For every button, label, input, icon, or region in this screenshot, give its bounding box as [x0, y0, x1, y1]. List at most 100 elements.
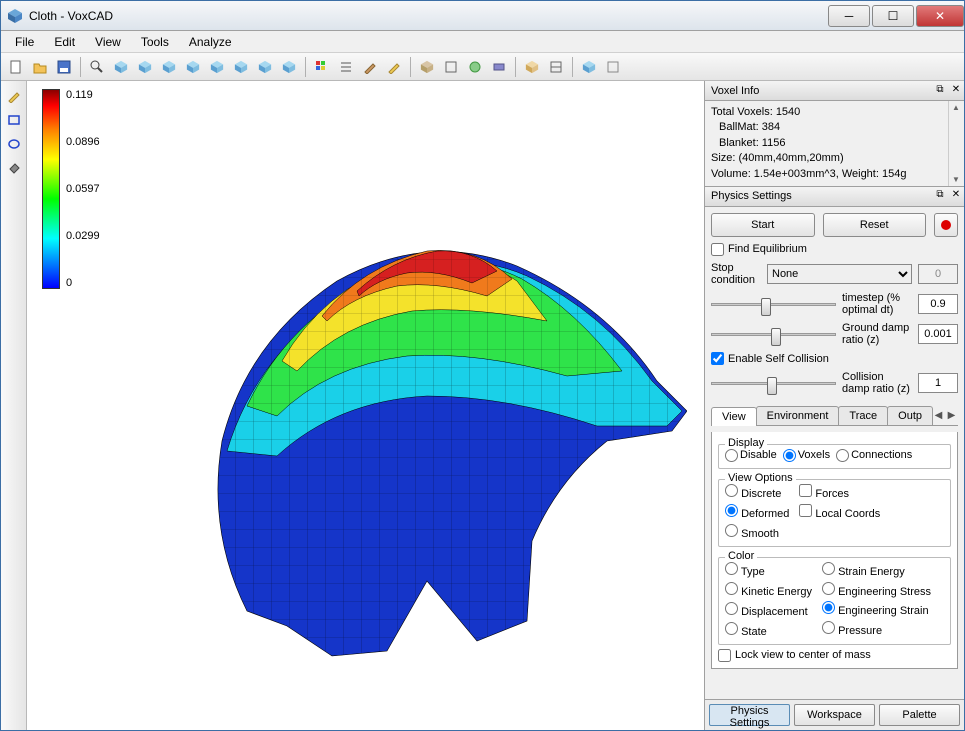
ground-damp-slider[interactable]	[711, 325, 836, 343]
color-strain-energy-radio[interactable]: Strain Energy	[822, 562, 931, 578]
bottom-tab-palette[interactable]: Palette	[879, 704, 960, 726]
tabs-right-arrow[interactable]: ▶	[945, 410, 958, 421]
color-pressure-radio[interactable]: Pressure	[822, 621, 931, 637]
tool-g-icon[interactable]	[578, 56, 600, 78]
collision-damp-input[interactable]	[918, 373, 958, 393]
tool-e-icon[interactable]	[521, 56, 543, 78]
record-button[interactable]	[934, 213, 958, 237]
menu-edit[interactable]: Edit	[44, 33, 85, 51]
voxel-info-title: Voxel Info ⧉ ✕	[705, 81, 964, 101]
color-eng-strain-radio[interactable]: Engineering Strain	[822, 601, 931, 617]
discrete-radio[interactable]: Discrete	[725, 484, 789, 500]
stop-condition-input	[918, 264, 958, 284]
tab-trace[interactable]: Trace	[838, 406, 888, 425]
minimize-button[interactable]: ─	[828, 5, 870, 27]
close-button[interactable]: ✕	[916, 5, 964, 27]
tab-view[interactable]: View	[711, 407, 757, 426]
voxel-blanket: Blanket: 1156	[711, 136, 958, 151]
color-kinetic-radio[interactable]: Kinetic Energy	[725, 582, 812, 598]
bottom-tab-physics[interactable]: Physics Settings	[709, 704, 790, 726]
physics-settings-title: Physics Settings ⧉ ✕	[705, 187, 964, 207]
color-eng-stress-radio[interactable]: Engineering Stress	[822, 582, 931, 598]
display-disable-radio[interactable]: Disable	[725, 449, 777, 462]
deformed-radio[interactable]: Deformed	[725, 504, 789, 520]
ellipse-tool-icon[interactable]	[3, 133, 25, 155]
bottom-tab-workspace[interactable]: Workspace	[794, 704, 875, 726]
tab-output[interactable]: Outp	[887, 406, 933, 425]
collision-damp-slider[interactable]	[711, 374, 836, 392]
timestep-input[interactable]	[918, 294, 958, 314]
color-type-radio[interactable]: Type	[725, 562, 812, 578]
tool-c-icon[interactable]	[464, 56, 486, 78]
open-icon[interactable]	[29, 56, 51, 78]
view-cube4-icon[interactable]	[182, 56, 204, 78]
view-cube5-icon[interactable]	[206, 56, 228, 78]
forces-checkbox[interactable]: Forces	[799, 484, 880, 500]
list-icon[interactable]	[335, 56, 357, 78]
voxel-info-scrollbar[interactable]	[948, 101, 964, 186]
legend-l3: 0.0896	[66, 136, 100, 148]
display-voxels-radio[interactable]: Voxels	[783, 449, 830, 462]
dock-float-icon[interactable]: ⧉	[932, 84, 948, 98]
ground-damp-input[interactable]	[918, 324, 958, 344]
view-cube7-icon[interactable]	[254, 56, 276, 78]
view-options-title: View Options	[725, 472, 796, 484]
color-displacement-radio[interactable]: Displacement	[725, 602, 812, 618]
menu-view[interactable]: View	[85, 33, 131, 51]
fill-tool-icon[interactable]	[3, 157, 25, 179]
pencil-icon[interactable]	[383, 56, 405, 78]
view-cube1-icon[interactable]	[110, 56, 132, 78]
brush-icon[interactable]	[359, 56, 381, 78]
legend-l2: 0.0597	[66, 183, 100, 195]
dock-close2-icon[interactable]: ✕	[948, 189, 964, 203]
main-toolbar	[1, 53, 964, 81]
find-equilibrium-checkbox[interactable]: Find Equilibrium	[711, 243, 958, 256]
maximize-button[interactable]: ☐	[872, 5, 914, 27]
tool-d-icon[interactable]	[488, 56, 510, 78]
view-cube3-icon[interactable]	[158, 56, 180, 78]
view-cube8-icon[interactable]	[278, 56, 300, 78]
bottom-tabs: Physics Settings Workspace Palette	[705, 699, 964, 730]
dock-float2-icon[interactable]: ⧉	[932, 189, 948, 203]
lock-view-checkbox[interactable]: Lock view to center of mass	[718, 649, 951, 662]
tool-f-icon[interactable]	[545, 56, 567, 78]
mesh-render	[127, 151, 687, 711]
zoom-icon[interactable]	[86, 56, 108, 78]
tool-h-icon[interactable]	[602, 56, 624, 78]
tool-b-icon[interactable]	[440, 56, 462, 78]
start-button[interactable]: Start	[711, 213, 815, 237]
timestep-slider[interactable]	[711, 295, 836, 313]
view-cube2-icon[interactable]	[134, 56, 156, 78]
pencil-tool-icon[interactable]	[3, 85, 25, 107]
tab-environment[interactable]: Environment	[756, 406, 840, 425]
new-icon[interactable]	[5, 56, 27, 78]
display-connections-radio[interactable]: Connections	[836, 449, 912, 462]
menu-file[interactable]: File	[5, 33, 44, 51]
app-icon	[7, 8, 23, 24]
palette-icon[interactable]	[311, 56, 333, 78]
stop-condition-select[interactable]: None	[767, 264, 912, 284]
smooth-radio[interactable]: Smooth	[725, 524, 789, 540]
window-title: Cloth - VoxCAD	[29, 9, 826, 23]
rect-tool-icon[interactable]	[3, 109, 25, 131]
viewport[interactable]: 0.119 0.0896 0.0597 0.0299 0	[27, 81, 704, 730]
localcoords-checkbox[interactable]: Local Coords	[799, 504, 880, 520]
display-group-title: Display	[725, 437, 767, 449]
save-icon[interactable]	[53, 56, 75, 78]
titlebar: Cloth - VoxCAD ─ ☐ ✕	[1, 1, 964, 31]
view-cube6-icon[interactable]	[230, 56, 252, 78]
tool-a-icon[interactable]	[416, 56, 438, 78]
stop-condition-label: Stop condition	[711, 262, 761, 286]
legend-max: 0.119	[66, 89, 100, 101]
reset-button[interactable]: Reset	[823, 213, 927, 237]
color-state-radio[interactable]: State	[725, 622, 812, 638]
ground-damp-label: Ground damp ratio (z)	[842, 322, 912, 346]
menu-analyze[interactable]: Analyze	[179, 33, 242, 51]
physics-tabs: View Environment Trace Outp ◀ ▶	[711, 406, 958, 426]
menu-tools[interactable]: Tools	[131, 33, 179, 51]
voxel-total: Total Voxels: 1540	[711, 105, 958, 120]
self-collision-checkbox[interactable]: Enable Self Collision	[711, 352, 958, 365]
dock-close-icon[interactable]: ✕	[948, 84, 964, 98]
color-legend: 0.119 0.0896 0.0597 0.0299 0	[42, 89, 100, 289]
tabs-left-arrow[interactable]: ◀	[932, 410, 945, 421]
